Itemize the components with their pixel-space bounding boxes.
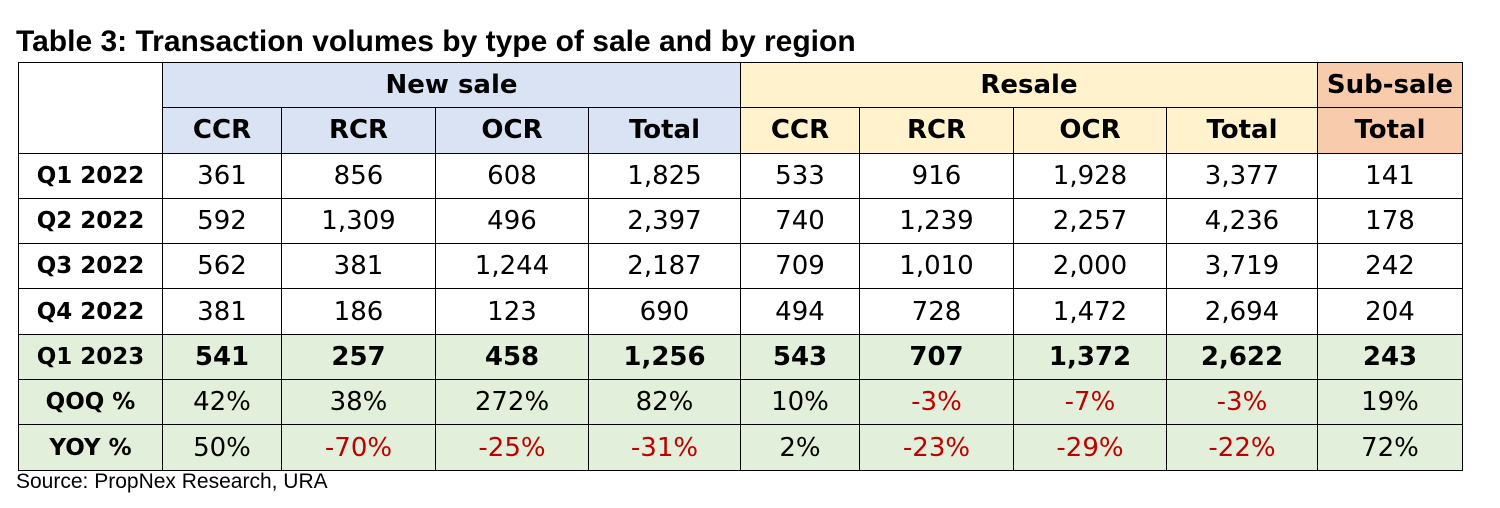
row-label: Q1 2023 [18, 333, 163, 381]
table-cell: 728 [859, 288, 1014, 335]
column-header: RCR [281, 107, 436, 154]
table-cell: 72% [1317, 424, 1463, 471]
table-cell: 42% [162, 379, 282, 426]
table-cell: 1,244 [435, 243, 589, 290]
table-cell: 3,719 [1166, 243, 1318, 290]
group-header-sub-sale: Sub-sale [1317, 61, 1463, 109]
table-cell: 916 [859, 152, 1014, 199]
table-cell: 592 [162, 197, 282, 245]
table-cell: 19% [1317, 379, 1463, 426]
column-header: CCR [740, 107, 860, 154]
table-cell: 1,010 [859, 243, 1014, 290]
table-cell: 709 [740, 243, 860, 290]
table-row: Q2 2022 592 1,309 496 2,397 740 1,239 2,257 4,23… [18, 197, 1463, 245]
row-label: Q1 2022 [18, 152, 163, 199]
table-cell: 4,236 [1166, 197, 1318, 245]
table-cell: 82% [588, 379, 741, 426]
table-cell: 204 [1317, 288, 1463, 335]
table-cell: 2,397 [588, 197, 741, 245]
table-row: QOQ % 42% 38% 272% 82% 10% -3% -7% -3% 19% [18, 379, 1463, 426]
table-cell: -29% [1013, 424, 1167, 471]
table-row: Q3 2022 562 381 1,244 2,187 709 1,010 2,000 3,71… [18, 243, 1463, 290]
table-row: YOY % 50% -70% -25% -31% 2% -23% -29% -22% 72% [18, 424, 1463, 471]
table-cell: 361 [162, 152, 282, 199]
row-label: Q3 2022 [18, 243, 163, 290]
table-cell: 2,694 [1166, 288, 1318, 335]
table-cell: 3,377 [1166, 152, 1318, 199]
table-cell: 1,256 [588, 333, 741, 381]
table-cell: 1,372 [1013, 333, 1167, 381]
column-header: OCR [435, 107, 589, 154]
table-cell: 2,257 [1013, 197, 1167, 245]
table-body: Q1 2022 361 856 608 1,825 533 916 1,928 3,377 141… [18, 152, 1463, 471]
table-cell: 178 [1317, 197, 1463, 245]
column-header: OCR [1013, 107, 1167, 154]
table-cell: 2,622 [1166, 333, 1318, 381]
column-header: Total [1317, 107, 1463, 154]
table-cell: 381 [162, 288, 282, 335]
column-header: CCR [162, 107, 282, 154]
table-cell: 494 [740, 288, 860, 335]
table-cell: 458 [435, 333, 589, 381]
group-header-row: New sale Resale Sub-sale [18, 61, 1463, 154]
table-cell: -25% [435, 424, 589, 471]
source-note: Source: PropNex Research, URA [16, 470, 328, 493]
table-cell: -23% [859, 424, 1014, 471]
table-cell: 186 [281, 288, 436, 335]
table-cell: 856 [281, 152, 436, 199]
table-cell: 1,928 [1013, 152, 1167, 199]
table-cell: 242 [1317, 243, 1463, 290]
table-cell: -3% [859, 379, 1014, 426]
table-cell: 690 [588, 288, 741, 335]
table-cell: 50% [162, 424, 282, 471]
column-header: RCR [859, 107, 1014, 154]
table-title: Table 3: Transaction volumes by type of … [16, 25, 856, 58]
table-cell: 10% [740, 379, 860, 426]
table-cell: 543 [740, 333, 860, 381]
table-cell: 541 [162, 333, 282, 381]
table-row: Q1 2023 541 257 458 1,256 543 707 1,372 2,622 243 [18, 333, 1463, 381]
table-cell: 243 [1317, 333, 1463, 381]
table-cell: -31% [588, 424, 741, 471]
table-cell: 707 [859, 333, 1014, 381]
table-row: Q4 2022 381 186 123 690 494 728 1,472 2,694 204 [18, 288, 1463, 335]
row-label: Q2 2022 [18, 197, 163, 245]
table-cell: -7% [1013, 379, 1167, 426]
row-label: Q4 2022 [18, 288, 163, 335]
row-label: QOQ % [18, 379, 163, 426]
table-cell: 562 [162, 243, 282, 290]
table-cell: 1,472 [1013, 288, 1167, 335]
table-cell: -22% [1166, 424, 1318, 471]
transaction-volumes-table: New sale Resale Sub-sale CCR RCR OCR Tot… [18, 61, 1463, 471]
table-cell: -3% [1166, 379, 1318, 426]
table-cell: 1,239 [859, 197, 1014, 245]
column-header-row: CCR RCR OCR Total CCR RCR OCR Total Tota… [19, 107, 1463, 154]
table-cell: 381 [281, 243, 436, 290]
table-cell: -70% [281, 424, 436, 471]
table-cell: 257 [281, 333, 436, 381]
table-cell: 740 [740, 197, 860, 245]
table-cell: 141 [1317, 152, 1463, 199]
table-cell: 2,000 [1013, 243, 1167, 290]
row-label: YOY % [18, 424, 163, 471]
table-row: Q1 2022 361 856 608 1,825 533 916 1,928 3,377 141 [18, 152, 1463, 199]
group-header-new-sale: New sale [162, 61, 741, 109]
table-cell: 2,187 [588, 243, 741, 290]
table-cell: 608 [435, 152, 589, 199]
table-cell: 2% [740, 424, 860, 471]
column-header: Total [588, 107, 741, 154]
corner-cell [18, 62, 163, 154]
table-cell: 1,309 [281, 197, 436, 245]
table-cell: 123 [435, 288, 589, 335]
table-cell: 533 [740, 152, 860, 199]
table-cell: 38% [281, 379, 436, 426]
table-cell: 272% [435, 379, 589, 426]
table-cell: 496 [435, 197, 589, 245]
column-header: Total [1166, 107, 1318, 154]
group-header-resale: Resale [740, 61, 1318, 109]
table-cell: 1,825 [588, 152, 741, 199]
